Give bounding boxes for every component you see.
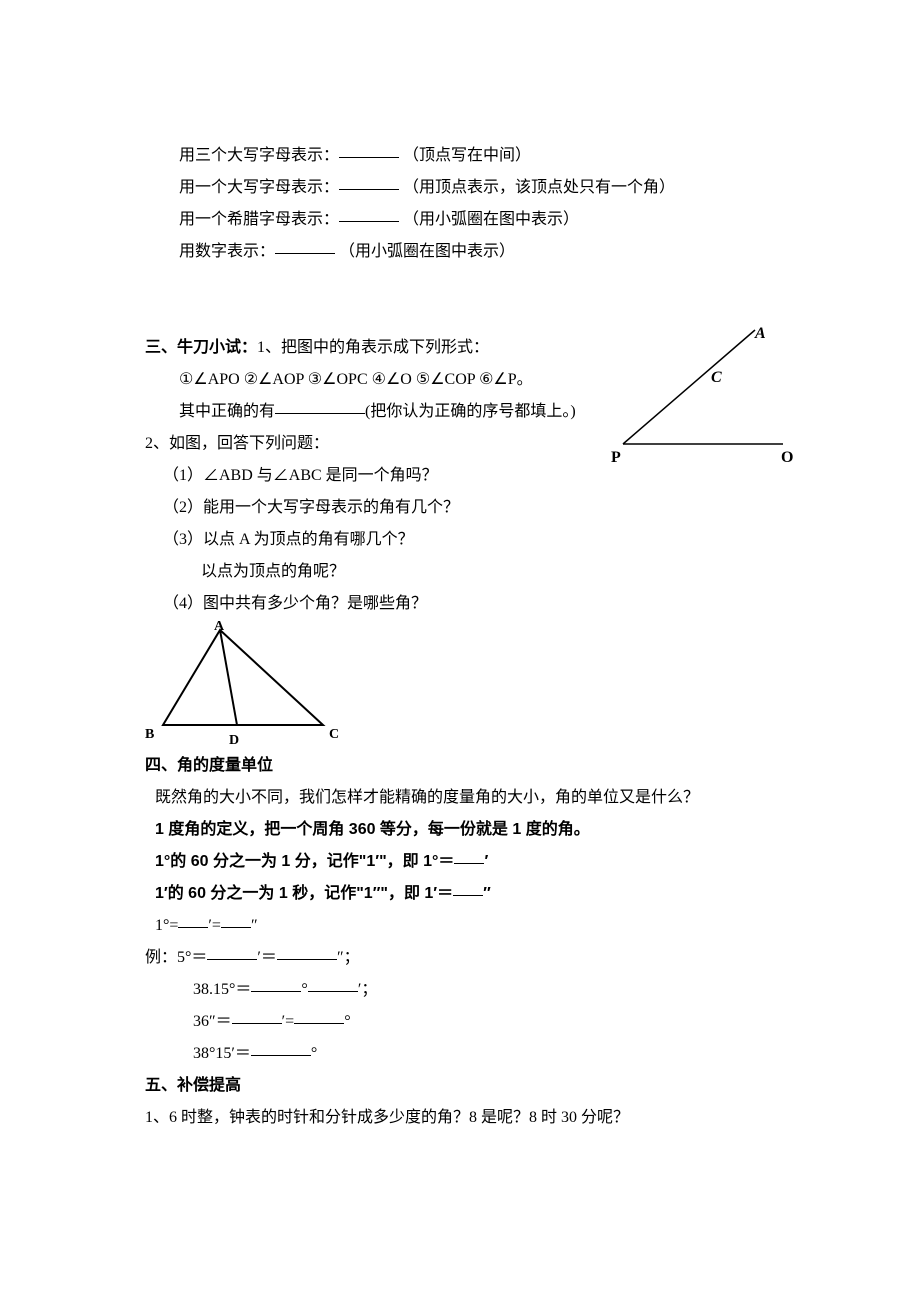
- eq-deg: 1°=: [155, 917, 178, 934]
- s4-def1: 1 度角的定义，把一个周角 360 等分，每一份就是 1 度的角。: [145, 814, 775, 846]
- section-5-heading: 五、补偿提高: [145, 1070, 775, 1102]
- s4-ex4: 38°15′＝ °: [145, 1038, 775, 1070]
- s4-def3: 1′的 60 分之一为 1 秒，记作"1″"，即 1′＝ ″: [145, 878, 775, 910]
- ex4a: 38°15′＝: [193, 1045, 251, 1062]
- blank[interactable]: [275, 238, 335, 254]
- figure-triangle-block: A B C D: [145, 620, 775, 750]
- label-A: A: [754, 325, 766, 342]
- ex2c: ′；: [358, 981, 378, 998]
- blank[interactable]: [339, 206, 399, 222]
- label-C: C: [329, 727, 339, 742]
- q1a-text: 1、把图中的角表示成下列形式：: [257, 339, 489, 356]
- label-O: O: [781, 449, 793, 466]
- rep2-post: （用顶点表示，该顶点处只有一个角）: [403, 179, 675, 196]
- blank[interactable]: [454, 848, 484, 864]
- blank[interactable]: [277, 944, 337, 960]
- blank[interactable]: [251, 976, 301, 992]
- def2-post: ′: [484, 853, 488, 870]
- s4-ex3: 36″＝ ′= °: [145, 1006, 775, 1038]
- def3-pre: 1′的 60 分之一为 1 秒，记作"1″"，即 1′＝: [155, 885, 453, 902]
- ex2a: 38.15°＝: [193, 981, 251, 998]
- label-D: D: [229, 733, 239, 748]
- blank[interactable]: [207, 944, 257, 960]
- blank[interactable]: [339, 142, 399, 158]
- rep3-pre: 用一个希腊字母表示：: [179, 211, 339, 228]
- s5-q1: 1、6 时整，钟表的时针和分针成多少度的角？8 是呢？8 时 30 分呢？: [145, 1102, 775, 1134]
- q2-4: （4）图中共有多少个角？是哪些角？: [145, 588, 775, 620]
- label-A: A: [214, 620, 225, 634]
- s4-ex2: 38.15°＝°′；: [145, 974, 775, 1006]
- def2-pre: 1°的 60 分之一为 1 分，记作"1′"，即 1°＝: [155, 853, 454, 870]
- def3-post: ″: [483, 885, 491, 902]
- rep2-pre: 用一个大写字母表示：: [179, 179, 339, 196]
- rep4-post: （用小弧圈在图中表示）: [339, 243, 515, 260]
- section-3-heading: 三、牛刀小试：: [145, 339, 257, 356]
- eq-min: ′=: [208, 917, 221, 934]
- blank[interactable]: [251, 1040, 311, 1056]
- s4-ex1: 例：5°＝ ′＝ ″；: [145, 942, 775, 974]
- blank[interactable]: [275, 398, 365, 414]
- rep1-post: （顶点写在中间）: [403, 147, 531, 164]
- label-P: P: [611, 449, 621, 466]
- q1c-post: (把你认为正确的序号都填上。): [365, 403, 576, 420]
- ex1a: 5°＝: [177, 949, 207, 966]
- figure-triangle: A B C D: [145, 620, 355, 762]
- blank[interactable]: [232, 1008, 282, 1024]
- ex-label: 例：: [145, 949, 177, 966]
- ex1c: ″；: [337, 949, 360, 966]
- rep-line-3: 用一个希腊字母表示： （用小弧圈在图中表示）: [145, 204, 775, 236]
- blank[interactable]: [294, 1008, 344, 1024]
- rep-line-1: 用三个大写字母表示： （顶点写在中间）: [145, 140, 775, 172]
- s4-intro: 既然角的大小不同，我们怎样才能精确的度量角的大小，角的单位又是什么？: [145, 782, 775, 814]
- ex3b: ′=: [282, 1013, 295, 1030]
- label-C: C: [711, 369, 722, 386]
- s4-def2: 1°的 60 分之一为 1 分，记作"1′"，即 1°＝ ′: [145, 846, 775, 878]
- rep-line-2: 用一个大写字母表示： （用顶点表示，该顶点处只有一个角）: [145, 172, 775, 204]
- q2-3b: 以点为顶点的角呢？: [145, 556, 775, 588]
- section-3-block: P O A C 三、牛刀小试：1、把图中的角表示成下列形式： ①∠APO ②∠A…: [145, 332, 775, 428]
- rep-line-4: 用数字表示： （用小弧圈在图中表示）: [145, 236, 775, 268]
- label-B: B: [145, 727, 154, 742]
- rep1-pre: 用三个大写字母表示：: [179, 147, 339, 164]
- blank[interactable]: [221, 912, 251, 928]
- ex3c: °: [344, 1013, 350, 1030]
- eq-sec: ″: [251, 917, 258, 934]
- blank[interactable]: [453, 880, 483, 896]
- rep3-post: （用小弧圈在图中表示）: [403, 211, 579, 228]
- s4-eq: 1°= ′= ″: [145, 910, 775, 942]
- q2-2: （2）能用一个大写字母表示的角有几个？: [145, 492, 775, 524]
- ex3a: 36″＝: [193, 1013, 232, 1030]
- q2-3: （3）以点 A 为顶点的角有哪几个？: [145, 524, 775, 556]
- ex4b: °: [311, 1045, 317, 1062]
- ex1b: ′＝: [257, 949, 277, 966]
- figure-angle-pco: P O A C: [605, 322, 805, 479]
- blank[interactable]: [178, 912, 208, 928]
- blank[interactable]: [308, 976, 358, 992]
- blank[interactable]: [339, 174, 399, 190]
- rep4-pre: 用数字表示：: [179, 243, 275, 260]
- q1c-pre: 其中正确的有: [179, 403, 275, 420]
